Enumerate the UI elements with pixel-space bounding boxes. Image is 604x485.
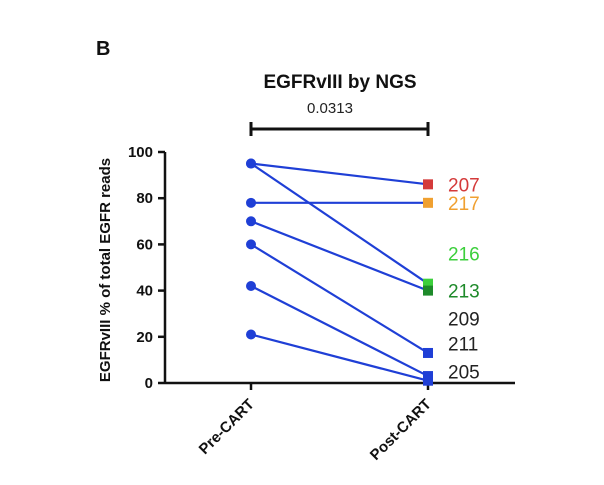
series-line (250, 284, 429, 378)
series-line (250, 162, 429, 186)
sample-id-label: 209 (448, 309, 480, 330)
pre-cart-point (246, 329, 256, 340)
post-cart-point (423, 278, 433, 289)
pre-cart-point (246, 280, 256, 291)
series-line (250, 243, 429, 354)
panel-letter: B (96, 38, 110, 60)
post-cart-point (423, 197, 433, 208)
series-line (250, 333, 429, 382)
p-value-label: 0.0313 (307, 100, 353, 117)
pre-cart-point (246, 197, 256, 208)
y-tick-label: 100 (128, 144, 153, 161)
chart-title: EGFRvIII by NGS (263, 72, 416, 93)
x-tick-label: Post-CART (367, 396, 435, 464)
y-tick-label: 80 (136, 190, 153, 207)
pre-cart-point (246, 158, 256, 169)
sample-id-label: 205 (448, 362, 480, 383)
y-tick-label: 0 (145, 375, 153, 392)
pre-cart-point (246, 239, 256, 250)
data-points (246, 158, 433, 386)
series-line (250, 162, 429, 285)
sample-id-label: 213 (448, 282, 480, 303)
sample-id-label: 216 (448, 245, 480, 266)
y-tick-label: 20 (136, 329, 153, 346)
post-cart-point (423, 285, 433, 296)
y-tick-label: 60 (136, 236, 153, 253)
sample-id-label: 207 (448, 175, 480, 196)
significance-bracket (249, 122, 430, 136)
sample-id-label: 211 (448, 335, 478, 356)
series-lines (250, 162, 429, 382)
sample-id-label: 217 (448, 194, 480, 215)
pre-cart-point (246, 216, 256, 227)
post-cart-point (423, 347, 433, 358)
y-tick-label: 40 (136, 283, 153, 300)
series-line (250, 220, 429, 292)
post-cart-point (423, 179, 433, 190)
post-cart-point (423, 375, 433, 386)
x-tick-label: Pre-CART (196, 396, 258, 458)
y-axis-label: EGFRvIII % of total EGFR reads (97, 158, 114, 382)
